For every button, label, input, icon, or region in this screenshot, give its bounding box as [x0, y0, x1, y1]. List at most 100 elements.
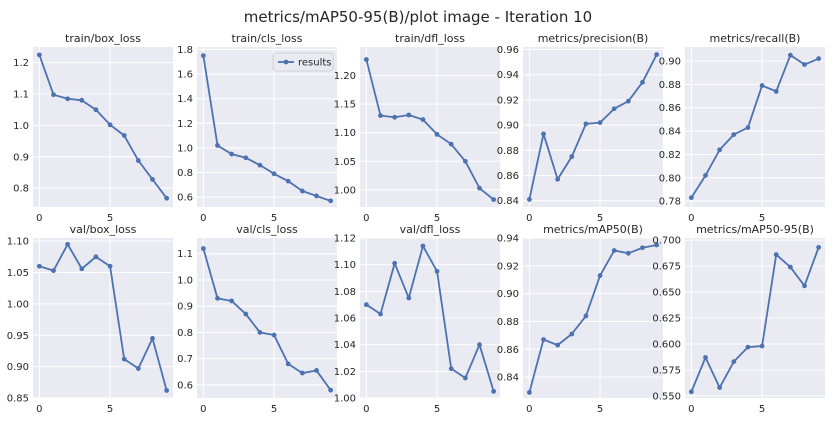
y-tick-label: 1.00: [7, 299, 29, 310]
x-tick-label: 0: [526, 404, 532, 415]
y-tick-label: 0.90: [7, 362, 29, 373]
y-tick-label: 0.92: [497, 261, 519, 272]
y-tick-label: 0.86: [497, 345, 519, 356]
data-point: [731, 359, 737, 365]
x-tick-label: 0: [36, 213, 42, 224]
y-tick-label: 1.0: [177, 275, 193, 286]
data-point: [406, 295, 412, 301]
data-point: [229, 151, 235, 157]
data-point: [773, 88, 779, 94]
subplot-title: val/box_loss: [70, 223, 137, 236]
x-tick-label: 5: [759, 404, 765, 415]
data-point: [243, 155, 249, 161]
subplot-title: val/cls_loss: [236, 223, 298, 236]
series-line: [38, 54, 168, 199]
data-point: [745, 125, 751, 130]
data-point: [625, 250, 631, 256]
y-tick-label: 0.675: [652, 262, 681, 273]
y-tick-label: 1.4: [177, 94, 193, 105]
data-point: [271, 332, 277, 338]
y-tick-label: 1.0: [177, 143, 193, 154]
data-point: [597, 120, 603, 125]
data-point: [555, 342, 561, 348]
data-point: [150, 335, 155, 341]
data-point: [121, 356, 127, 362]
subplot-title: train/cls_loss: [232, 32, 303, 45]
y-tick-label: 0.8: [177, 328, 193, 339]
data-point: [773, 252, 779, 258]
x-tick-label: 0: [200, 213, 206, 224]
x-tick-label: 0: [688, 213, 694, 224]
data-point: [392, 260, 398, 266]
subplot-background: [523, 47, 663, 207]
figure-title: metrics/mAP50-95(B)/plot image - Iterati…: [243, 8, 593, 26]
legend-label: results: [298, 58, 332, 69]
data-point: [787, 264, 793, 270]
data-point: [717, 385, 723, 391]
data-point: [79, 266, 85, 272]
y-tick-label: 1.02: [334, 367, 356, 378]
data-point: [448, 366, 454, 372]
x-tick-label: 5: [107, 404, 113, 415]
data-point: [299, 188, 305, 194]
y-tick-label: 0.88: [659, 80, 681, 91]
subplot-9: 0.550 0.575 0.600 0.625 0.650 0.675 0.700 0 5 met…: [652, 223, 825, 415]
data-point: [51, 268, 56, 274]
x-tick-label: 0: [688, 404, 694, 415]
data-point: [477, 342, 482, 348]
data-point: [93, 254, 99, 260]
y-tick-label: 0.94: [497, 234, 519, 245]
series-line: [528, 54, 658, 200]
data-point: [477, 185, 482, 191]
y-tick-label: 0.9: [13, 152, 29, 163]
y-tick-label: 1.20: [334, 71, 356, 82]
subplot-6: 0.6 0.7 0.8 0.9 1.0 1.1 0 5 val/cls_loss: [177, 223, 337, 415]
data-point: [703, 355, 708, 360]
data-point: [583, 313, 589, 319]
data-point: [745, 344, 751, 350]
x-tick-label: 5: [434, 213, 440, 224]
data-point: [787, 52, 793, 58]
subplot-background: [523, 238, 663, 398]
data-point: [526, 197, 532, 202]
data-point: [121, 133, 127, 138]
data-point: [688, 195, 694, 201]
data-point: [135, 366, 141, 371]
data-point: [36, 52, 42, 58]
subplot-title: val/dfl_loss: [400, 223, 461, 236]
data-point: [314, 368, 319, 373]
data-point: [625, 98, 631, 104]
y-tick-label: 0.600: [652, 339, 681, 350]
subplot-8: 0.84 0.86 0.88 0.90 0.92 0.94 0 5 metrics/mAP50(…: [497, 223, 663, 415]
data-point: [816, 56, 822, 62]
x-tick-label: 0: [200, 404, 206, 415]
data-point: [243, 311, 249, 317]
y-tick-label: 0.6: [177, 380, 193, 391]
data-point: [215, 143, 220, 148]
y-tick-label: 0.88: [497, 146, 519, 157]
data-point: [200, 246, 206, 251]
data-point: [215, 295, 220, 301]
y-tick-label: 0.80: [659, 173, 681, 184]
data-point: [802, 283, 807, 289]
data-point: [583, 121, 589, 127]
data-point: [135, 158, 141, 163]
data-point: [285, 178, 291, 184]
subplot-title: metrics/recall(B): [710, 32, 801, 45]
data-point: [150, 176, 155, 182]
legend-marker: [283, 59, 289, 65]
subplot-background: [197, 238, 337, 398]
y-tick-label: 0.625: [652, 314, 681, 325]
data-point: [65, 241, 71, 247]
data-point: [107, 122, 113, 128]
y-tick-label: 0.86: [497, 171, 519, 182]
subplot-title: metrics/mAP50-95(B): [696, 223, 814, 236]
y-tick-label: 1.0: [13, 121, 29, 132]
data-point: [93, 107, 99, 113]
data-point: [51, 92, 56, 98]
data-point: [491, 197, 497, 202]
subplot-title: train/dfl_loss: [395, 32, 465, 45]
data-point: [328, 387, 334, 393]
data-point: [271, 171, 277, 177]
